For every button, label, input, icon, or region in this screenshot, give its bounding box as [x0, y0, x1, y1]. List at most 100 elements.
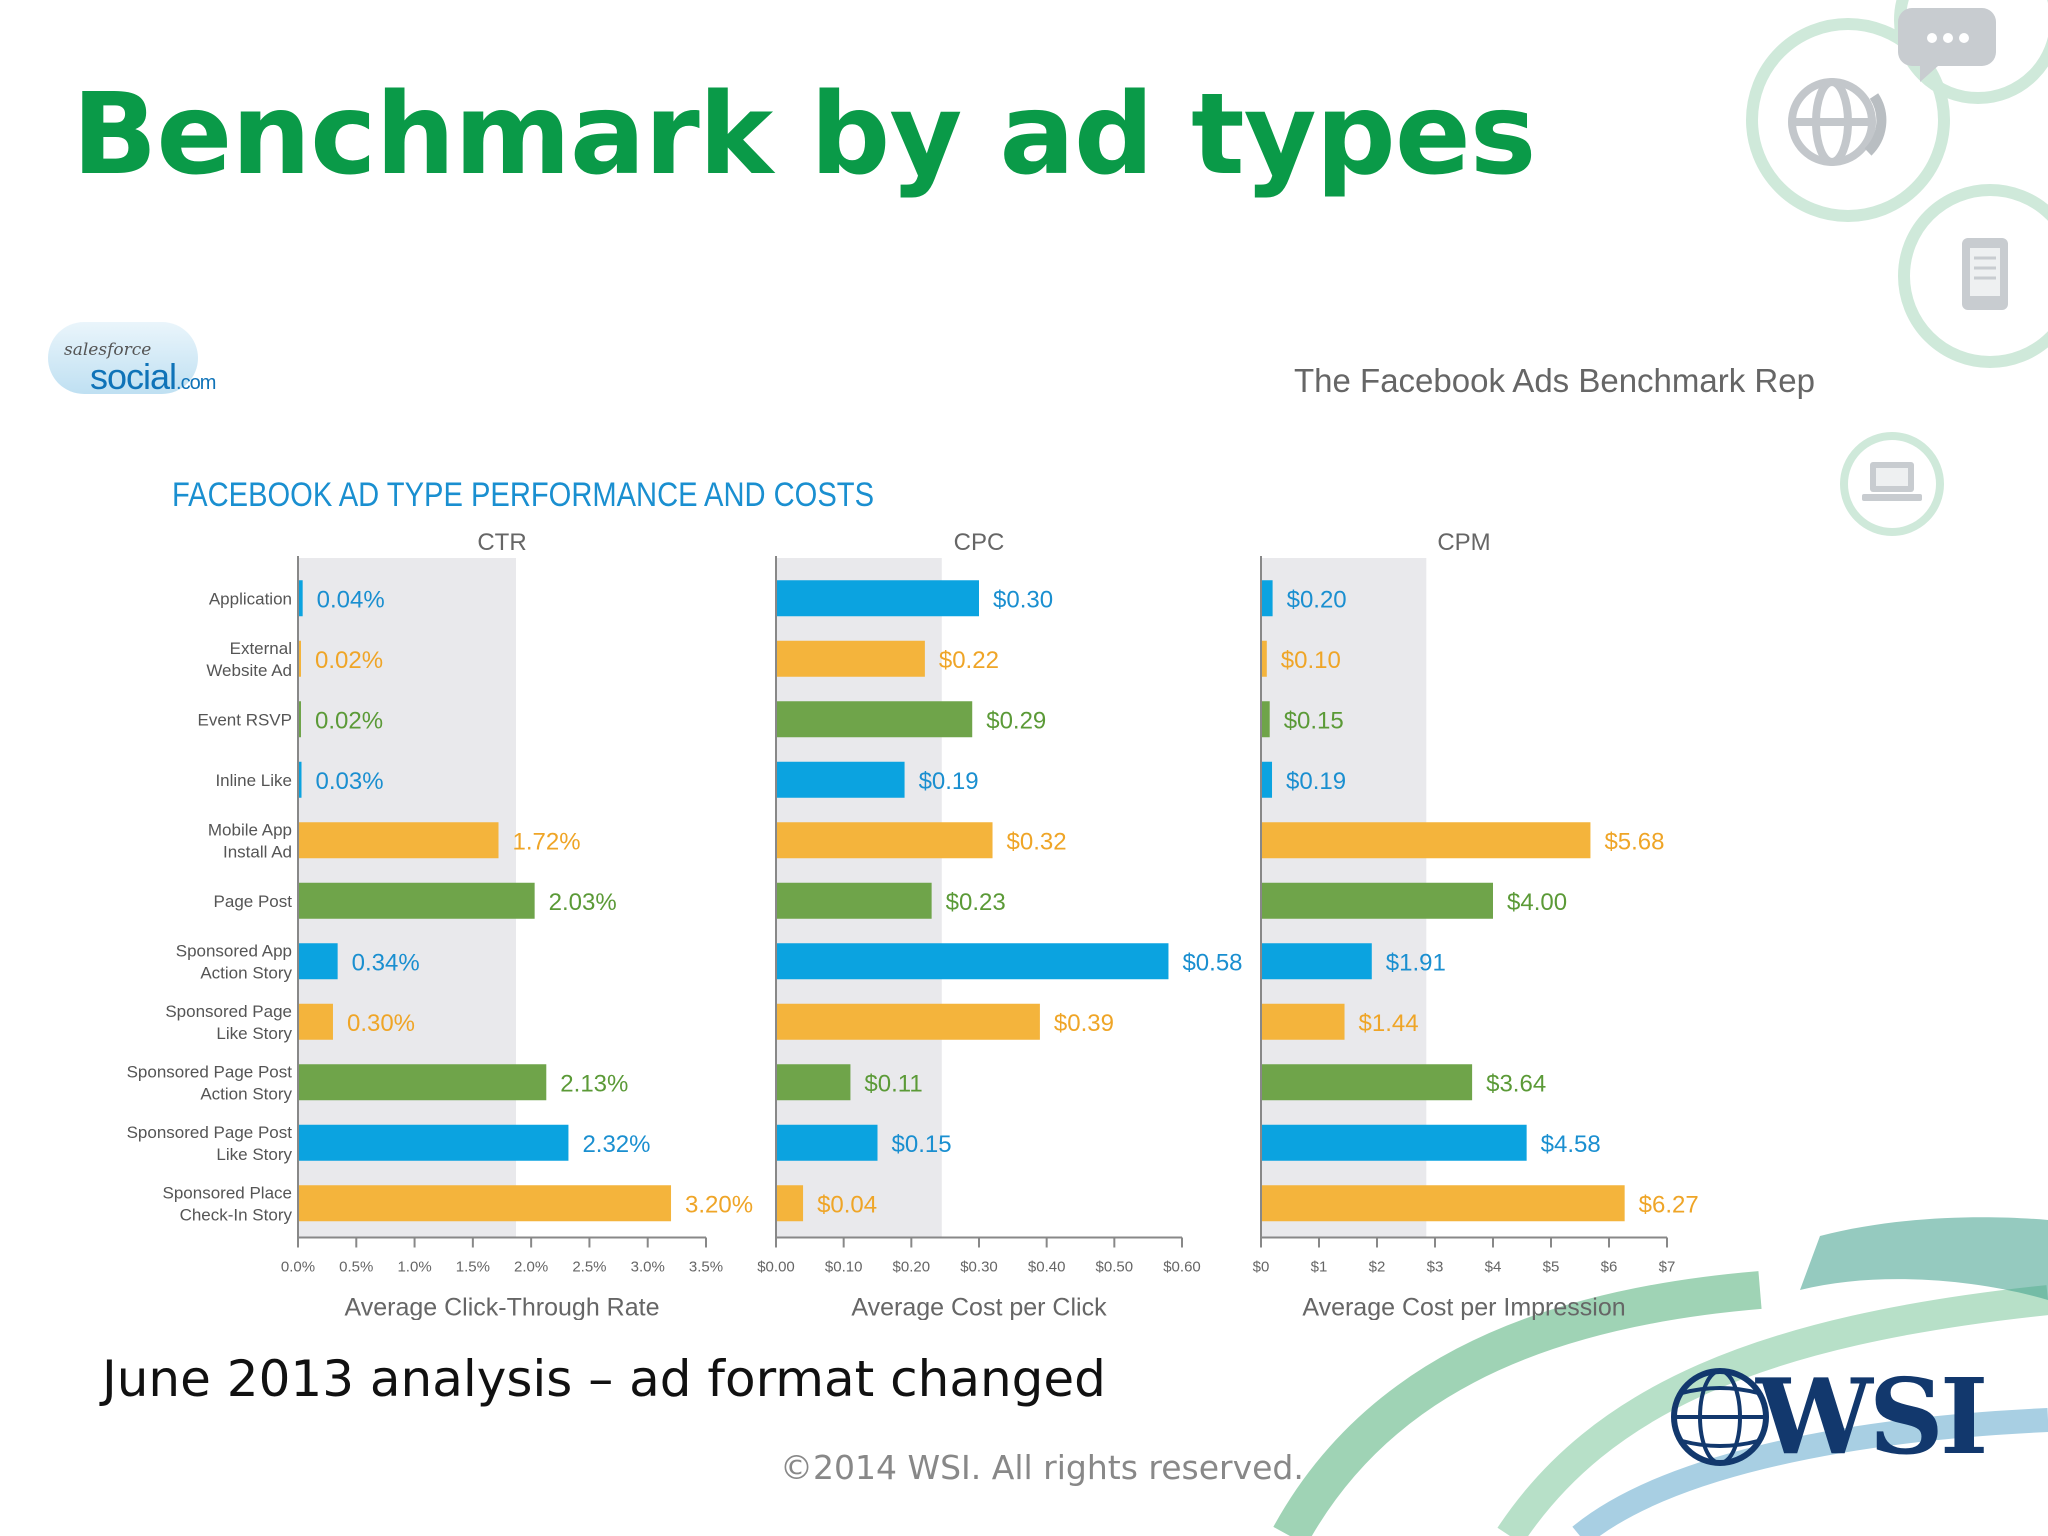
bar-ctr: [298, 580, 303, 617]
x-tick-label: $0: [1253, 1259, 1270, 1276]
x-tick-label: $5: [1543, 1259, 1560, 1276]
value-label: 0.03%: [315, 768, 383, 795]
logo-suffix: .com: [176, 372, 216, 394]
category-label: Check-In Story: [180, 1205, 293, 1224]
value-label: $0.19: [919, 768, 979, 795]
laptop-icon: [1862, 462, 1922, 501]
category-label: Action Story: [200, 963, 292, 982]
x-tick-label: $0.20: [893, 1259, 931, 1276]
value-label: $1.91: [1386, 949, 1446, 976]
category-label: Page Post: [214, 892, 293, 911]
x-tick-label: 2.5%: [572, 1259, 606, 1276]
decor-circle: [1746, 18, 1950, 222]
category-label: Sponsored Page Post: [127, 1062, 293, 1081]
bar-cpc: [776, 1185, 804, 1222]
category-label: Application: [209, 589, 292, 608]
x-tick-label: $3: [1427, 1259, 1444, 1276]
value-label: $4.00: [1507, 889, 1567, 916]
bar-ctr: [298, 822, 499, 859]
x-tick-label: 1.5%: [456, 1259, 490, 1276]
category-label: Website Ad: [206, 661, 292, 680]
value-label: 0.34%: [352, 949, 420, 976]
tablet-icon: [1962, 238, 2008, 310]
x-tick-label: $0.10: [825, 1259, 863, 1276]
decor-swoosh: [1497, 1285, 2048, 1536]
bar-ctr: [298, 1185, 672, 1222]
category-label: Sponsored Page Post: [127, 1123, 293, 1142]
x-tick-label: 3.5%: [689, 1259, 723, 1276]
chart-panels: Application External Website Ad Event RSVP I…: [127, 529, 1699, 1320]
value-label: $0.39: [1054, 1010, 1114, 1037]
value-label: $0.19: [1286, 768, 1346, 795]
category-label: Install Ad: [223, 842, 292, 861]
x-tick-label: 3.0%: [631, 1259, 665, 1276]
bar-cpc: [776, 1124, 878, 1161]
logo-main-word: social: [90, 356, 177, 397]
value-label: $0.22: [939, 647, 999, 674]
value-label: $5.68: [1604, 828, 1664, 855]
value-label: $3.64: [1486, 1070, 1546, 1097]
bar-cpm: [1261, 1003, 1345, 1040]
x-tick-label: $6: [1601, 1259, 1618, 1276]
x-tick-label: 0.0%: [281, 1259, 315, 1276]
value-label: 0.02%: [315, 707, 383, 734]
x-axis-title: Average Click-Through Rate: [345, 1294, 660, 1321]
bar-cpm: [1261, 943, 1372, 980]
bar-cpm: [1261, 580, 1273, 617]
value-label: 2.32%: [582, 1131, 650, 1158]
decor-swoosh: [1800, 1217, 2048, 1300]
bar-cpm: [1261, 701, 1270, 738]
panel-title-ctr: CTR: [477, 529, 526, 556]
value-label: $0.15: [1284, 707, 1344, 734]
report-title: The Facebook Ads Benchmark Report: [1294, 362, 1816, 399]
ad-type-chart: FACEBOOK AD TYPE PERFORMANCE AND COSTS A…: [127, 476, 1699, 1320]
bar-cpm: [1261, 640, 1267, 677]
bar-ctr: [298, 701, 301, 738]
x-tick-label: $0.40: [1028, 1259, 1066, 1276]
x-tick-label: $7: [1659, 1259, 1676, 1276]
value-label: $0.20: [1287, 586, 1347, 613]
category-label: Event RSVP: [198, 710, 293, 729]
decor-swoosh: [1572, 1408, 2048, 1536]
wsi-logo: WSI: [1660, 1355, 1989, 1478]
x-tick-label: $4: [1485, 1259, 1502, 1276]
bar-cpm: [1261, 1124, 1527, 1161]
x-tick-label: $2: [1369, 1259, 1386, 1276]
decor-circle: [1840, 432, 1944, 536]
value-label: $0.04: [817, 1191, 877, 1218]
x-tick-label: $0.60: [1163, 1259, 1201, 1276]
value-label: $1.44: [1359, 1010, 1419, 1037]
value-label: $0.23: [946, 889, 1006, 916]
bar-cpc: [776, 580, 979, 617]
globe-icon: [1788, 78, 1887, 166]
bar-cpc: [776, 701, 973, 738]
bar-ctr: [298, 1003, 333, 1040]
bar-ctr: [298, 1064, 547, 1101]
x-axis-title: Average Cost per Click: [851, 1294, 1107, 1321]
panel-title-cpc: CPC: [954, 529, 1005, 556]
chat-icon: [1898, 8, 1996, 82]
x-tick-label: 0.5%: [339, 1259, 373, 1276]
bar-ctr: [298, 761, 302, 798]
bar-cpc: [776, 882, 932, 919]
x-tick-label: $0.00: [757, 1259, 795, 1276]
decor-circle: [1898, 184, 2048, 368]
logo-top-text: salesforce: [64, 340, 152, 360]
copyright-text: ©2014 WSI. All rights reserved.: [780, 1448, 1304, 1487]
bar-ctr: [298, 640, 301, 677]
bar-cpm: [1261, 761, 1273, 798]
value-label: 0.02%: [315, 647, 383, 674]
x-tick-label: 2.0%: [514, 1259, 548, 1276]
bar-cpm: [1261, 882, 1493, 919]
bar-cpc: [776, 640, 925, 677]
value-label: $0.10: [1281, 647, 1341, 674]
value-label: 1.72%: [513, 828, 581, 855]
category-label: Like Story: [216, 1145, 292, 1164]
category-label: Sponsored Page: [165, 1002, 292, 1021]
wsi-globe-icon: [1671, 1368, 1769, 1466]
bar-cpm: [1261, 1185, 1625, 1222]
bar-ctr: [298, 943, 338, 980]
bar-cpc: [776, 822, 993, 859]
category-label: Sponsored Place: [163, 1183, 292, 1202]
value-label: 3.20%: [685, 1191, 753, 1218]
